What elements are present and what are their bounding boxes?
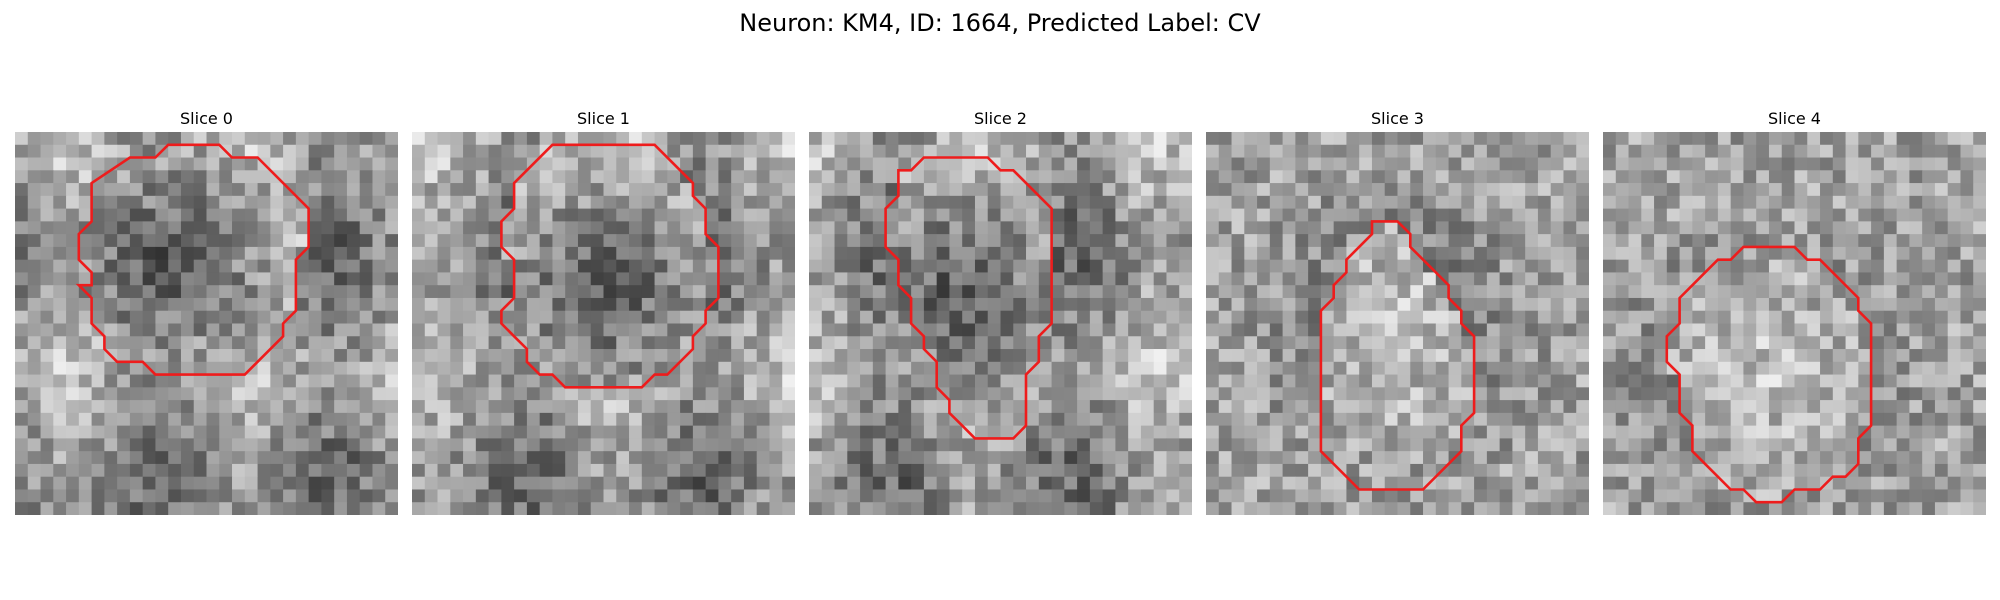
- slice-title: Slice 2: [974, 109, 1027, 128]
- slice-image: [1603, 132, 1986, 515]
- pixel-grid: [809, 132, 1192, 515]
- figure-title: Neuron: KM4, ID: 1664, Predicted Label: …: [739, 9, 1261, 37]
- slice-image: [412, 132, 795, 515]
- slice-panel-2: Slice 2: [809, 108, 1192, 515]
- neuron-contour: [884, 156, 1053, 440]
- slice-title: Slice 3: [1371, 109, 1424, 128]
- slice-panel-4: Slice 4: [1603, 108, 1986, 515]
- slice-image: [15, 132, 398, 515]
- slice-panel-3: Slice 3: [1206, 108, 1589, 515]
- pixel-grid: [15, 132, 398, 515]
- slice-title: Slice 0: [180, 109, 233, 128]
- slice-title: Slice 4: [1768, 109, 1821, 128]
- neuron-contour: [500, 143, 720, 389]
- neuron-contour: [75, 143, 310, 376]
- slice-panel-0: Slice 0: [15, 108, 398, 515]
- slice-image: [1206, 132, 1589, 515]
- pixel-grid: [412, 132, 795, 515]
- neuron-contour: [1319, 220, 1476, 491]
- pixel-grid: [1603, 132, 1986, 515]
- neuron-contour: [1665, 245, 1873, 504]
- slice-image: [809, 132, 1192, 515]
- slice-panel-1: Slice 1: [412, 108, 795, 515]
- pixel-grid: [1206, 132, 1589, 515]
- slice-title: Slice 1: [577, 109, 630, 128]
